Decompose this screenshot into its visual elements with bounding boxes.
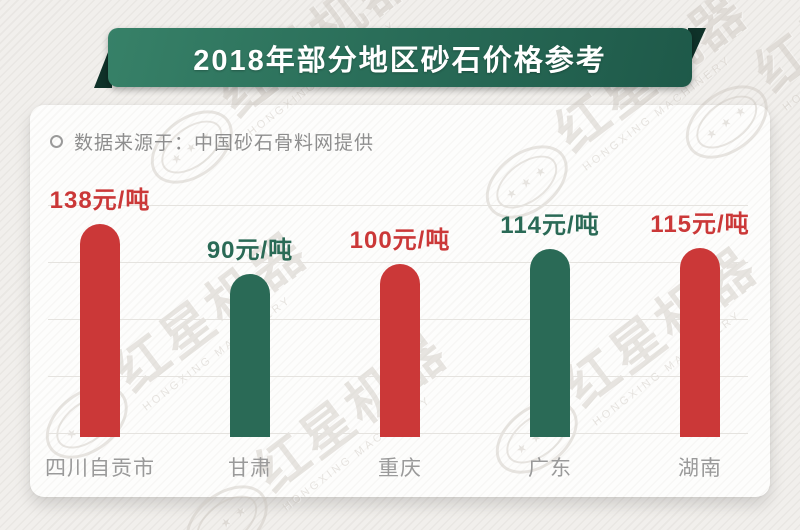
bar-value-label: 115元/吨 (650, 211, 750, 238)
bar (530, 249, 570, 437)
bar-value-label: 138元/吨 (49, 187, 151, 214)
title-banner: 2018年部分地区砂石价格参考 (108, 28, 692, 87)
gridline (48, 205, 748, 206)
category-label: 湖南 (678, 457, 722, 480)
bar (230, 274, 270, 437)
source-note-text: 数据来源于：中国砂石骨料网提供 (74, 133, 375, 154)
bar-value-label: 100元/吨 (349, 227, 451, 254)
circle-bullet-icon (50, 135, 63, 148)
source-note: 数据来源于：中国砂石骨料网提供 (50, 128, 374, 155)
category-label: 四川自贡市 (45, 457, 155, 480)
bar (80, 224, 120, 437)
category-label: 甘肃 (228, 457, 272, 480)
bar-column: 115元/吨 (625, 204, 775, 437)
category-label: 广东 (528, 457, 572, 480)
category-label: 重庆 (378, 457, 422, 480)
bar-column: 100元/吨 (325, 220, 475, 437)
bar-value-label: 90元/吨 (206, 237, 294, 264)
bar-column: 114元/吨 (475, 205, 625, 437)
gridline (48, 262, 748, 263)
page-title: 2018年部分地区砂石价格参考 (193, 44, 607, 77)
bar-column: 90元/吨 (175, 230, 325, 437)
bar-value-label: 114元/吨 (500, 212, 600, 239)
bar (380, 264, 420, 437)
bar (680, 248, 720, 437)
bar-column: 138元/吨 (25, 180, 175, 437)
